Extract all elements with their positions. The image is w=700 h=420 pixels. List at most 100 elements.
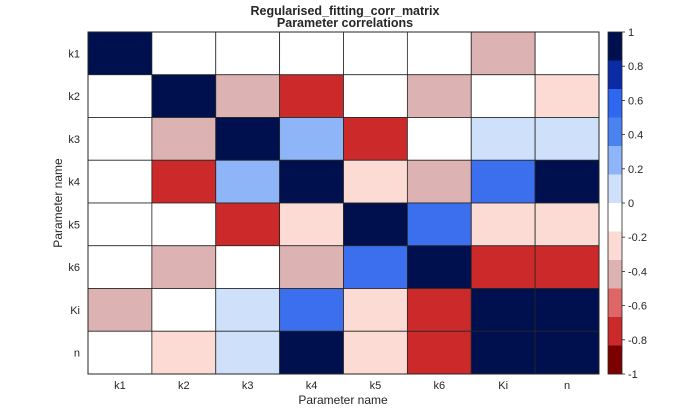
heatmap-cell: [279, 202, 344, 247]
heatmap-cell: [87, 245, 153, 289]
heatmap-cell: [151, 159, 217, 204]
heatmap-cell: [470, 288, 536, 332]
heatmap-cell: [151, 330, 217, 375]
colorbar-segment: [608, 260, 622, 289]
heatmap-cell: [279, 288, 344, 332]
heatmap-cell: [87, 330, 153, 375]
y-tick-label: k2: [68, 91, 80, 103]
heatmap-cell: [279, 245, 344, 289]
heatmap-cell: [406, 330, 472, 375]
heatmap-cell: [343, 330, 408, 375]
heatmap-cell: [470, 330, 536, 375]
x-tick-label: Ki: [498, 380, 508, 392]
colorbar-segment: [608, 288, 622, 318]
colorbar-segment: [608, 117, 622, 147]
colorbar-tick-label: -0.8: [628, 335, 647, 347]
heatmap-cell: [215, 330, 281, 375]
colorbar-segment: [608, 174, 622, 204]
heatmap-cell: [343, 245, 408, 289]
heatmap-cell: [406, 31, 472, 76]
colorbar-tick-label: -0.6: [628, 301, 647, 313]
y-tick-label: k5: [68, 219, 80, 231]
chart-title: Regularised_fitting_corr_matrix: [251, 4, 440, 18]
heatmap-cell: [215, 159, 281, 204]
colorbar-tick-label: 0.6: [628, 95, 643, 107]
x-tick-label: k6: [434, 380, 446, 392]
heatmap-cell: [87, 117, 153, 161]
heatmap-cell: [279, 159, 344, 204]
x-tick-label: k4: [306, 380, 318, 392]
heatmap-cell: [343, 288, 408, 332]
heatmap-cell: [534, 245, 600, 289]
heatmap-cell: [534, 202, 600, 247]
colorbar-segment: [608, 345, 622, 375]
heatmap-cell: [87, 159, 153, 204]
heatmap-cell: [470, 117, 536, 161]
heatmap-cell: [87, 74, 153, 118]
y-tick-label: n: [74, 348, 80, 360]
heatmap-cell: [215, 202, 281, 247]
colorbar-segment: [608, 231, 622, 261]
y-tick-label: Ki: [70, 305, 80, 317]
heatmap-cell: [87, 202, 153, 247]
colorbar-segment: [608, 203, 622, 232]
colorbar: 1 0.8 0.6 0.4 0.2 0 -0.2 -0.4 -0.6 -0.8 -1: [607, 27, 647, 381]
colorbar-segment: [608, 32, 622, 61]
heatmap-cell: [279, 74, 344, 118]
heatmap-cell: [406, 74, 472, 118]
x-tick-label: k2: [178, 380, 190, 392]
heatmap-cell: [534, 330, 600, 375]
heatmap-cell: [470, 245, 536, 289]
heatmap-cell: [534, 288, 600, 332]
heatmap-cell: [151, 245, 217, 289]
heatmap-cell: [151, 288, 217, 332]
heatmap-cell: [215, 288, 281, 332]
heatmap-cell: [406, 288, 472, 332]
colorbar-segment: [608, 60, 622, 90]
heatmap-cell: [470, 74, 536, 118]
heatmap-cell: [215, 117, 281, 161]
y-tick-label: k4: [68, 177, 80, 189]
heatmap-cell: [343, 117, 408, 161]
heatmap-cell: [343, 202, 408, 247]
colorbar-tick-label: 1: [628, 27, 634, 39]
colorbar-tick-label: -0.4: [628, 266, 647, 278]
x-tick-label: k1: [114, 380, 126, 392]
colorbar-tick-label: 0: [628, 198, 634, 210]
heatmap-cell: [343, 159, 408, 204]
x-tick-label: k3: [242, 380, 254, 392]
heatmap-cell: [215, 31, 281, 76]
x-axis-label: Parameter name: [298, 393, 388, 407]
heatmap-cell: [406, 159, 472, 204]
colorbar-tick-label: 0.4: [628, 130, 643, 142]
heatmap-cell: [534, 31, 600, 76]
heatmap-cells: [87, 31, 600, 375]
heatmap-cell: [470, 159, 536, 204]
heatmap-cell: [151, 31, 217, 76]
colorbar-tick-label: -1: [628, 369, 638, 381]
y-tick-label: k3: [68, 134, 80, 146]
colorbar-tick-label: -0.2: [628, 232, 647, 244]
colorbar-segment: [608, 317, 622, 346]
heatmap-cell: [343, 31, 408, 76]
heatmap-cell: [343, 74, 408, 118]
heatmap-cell: [279, 117, 344, 161]
colorbar-tick-label: 0.8: [628, 61, 643, 73]
x-tick-label: n: [564, 380, 570, 392]
heatmap-cell: [534, 159, 600, 204]
heatmap-cell: [406, 117, 472, 161]
colorbar-segment: [608, 146, 622, 175]
colorbar-tick-label: 0.2: [628, 164, 643, 176]
heatmap-cell: [151, 202, 217, 247]
heatmap-cell: [534, 74, 600, 118]
heatmap-cell: [470, 31, 536, 76]
chart-subtitle: Parameter correlations: [277, 16, 413, 30]
heatmap-cell: [279, 330, 344, 375]
colorbar-segment: [608, 89, 622, 118]
heatmap-cell: [87, 288, 153, 332]
heatmap-cell: [279, 31, 344, 76]
y-tick-label: k1: [68, 48, 80, 60]
y-axis-label: Parameter name: [51, 158, 65, 248]
plot-frame: [87, 31, 600, 375]
